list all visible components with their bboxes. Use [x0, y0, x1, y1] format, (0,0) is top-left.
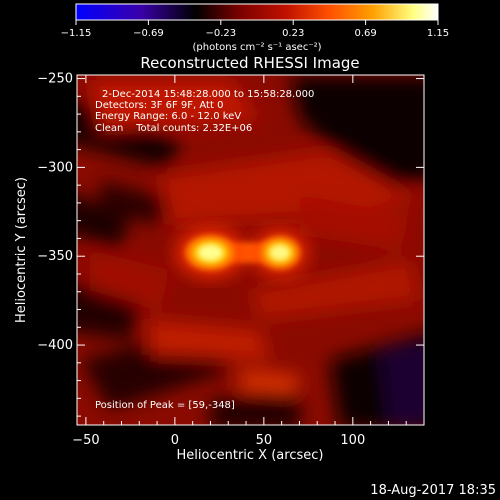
- colorbar-units: (photons cm⁻² s⁻¹ asec⁻²): [192, 42, 321, 53]
- colorbar-tick-label: −1.15: [61, 28, 92, 39]
- flare-source: [269, 244, 291, 261]
- x-tick-label: 50: [256, 433, 273, 448]
- annotation-peak: Position of Peak = [59,-348]: [95, 400, 235, 411]
- y-tick-label: −250: [37, 72, 73, 87]
- colorbar-tick-label: 0.69: [354, 28, 376, 39]
- chart-title: Reconstructed RHESSI Image: [140, 54, 359, 72]
- colorbar-gradient: [75, 3, 439, 21]
- footer-date: 18-Aug-2017 18:35: [370, 483, 496, 498]
- axis-ticks: −50 0 50 100 −250 −300 −350 −400: [37, 72, 424, 448]
- heatmap-image: [77, 75, 424, 425]
- x-tick-label: 100: [340, 433, 365, 448]
- colorbar-tick-label: −0.69: [133, 28, 164, 39]
- y-tick-label: −350: [37, 249, 73, 264]
- y-axis-label: Heliocentric Y (arcsec): [14, 177, 29, 323]
- flare-sources: [175, 227, 309, 278]
- annotation-time: 2-Dec-2014 15:48:28.000 to 15:58:28.000: [102, 89, 314, 100]
- x-tick-label: −50: [72, 433, 99, 448]
- plot-frame: [76, 74, 425, 426]
- x-tick-label: 0: [171, 433, 179, 448]
- colorbar-tick-label: 0.23: [282, 28, 304, 39]
- y-tick-label: −400: [37, 338, 73, 353]
- x-axis-label: Heliocentric X (arcsec): [177, 448, 324, 463]
- annotation-clean: Clean Total counts: 2.32E+06: [95, 123, 252, 134]
- colorbar: −1.15 −0.69 −0.23 0.23 0.69 1.15 (photons cm⁻…: [61, 3, 449, 53]
- flare-source: [197, 244, 224, 262]
- colorbar-tick-label: 1.15: [427, 28, 449, 39]
- y-tick-label: −300: [37, 160, 73, 175]
- heatmap-structure: [77, 75, 424, 425]
- colorbar-tick-label: −0.23: [205, 28, 236, 39]
- annotations: 2-Dec-2014 15:48:28.000 to 15:58:28.000 …: [95, 89, 314, 411]
- annotation-detectors: Detectors: 3F 6F 9F, Att 0: [95, 100, 223, 111]
- annotation-energy: Energy Range: 6.0 - 12.0 keV: [95, 111, 241, 122]
